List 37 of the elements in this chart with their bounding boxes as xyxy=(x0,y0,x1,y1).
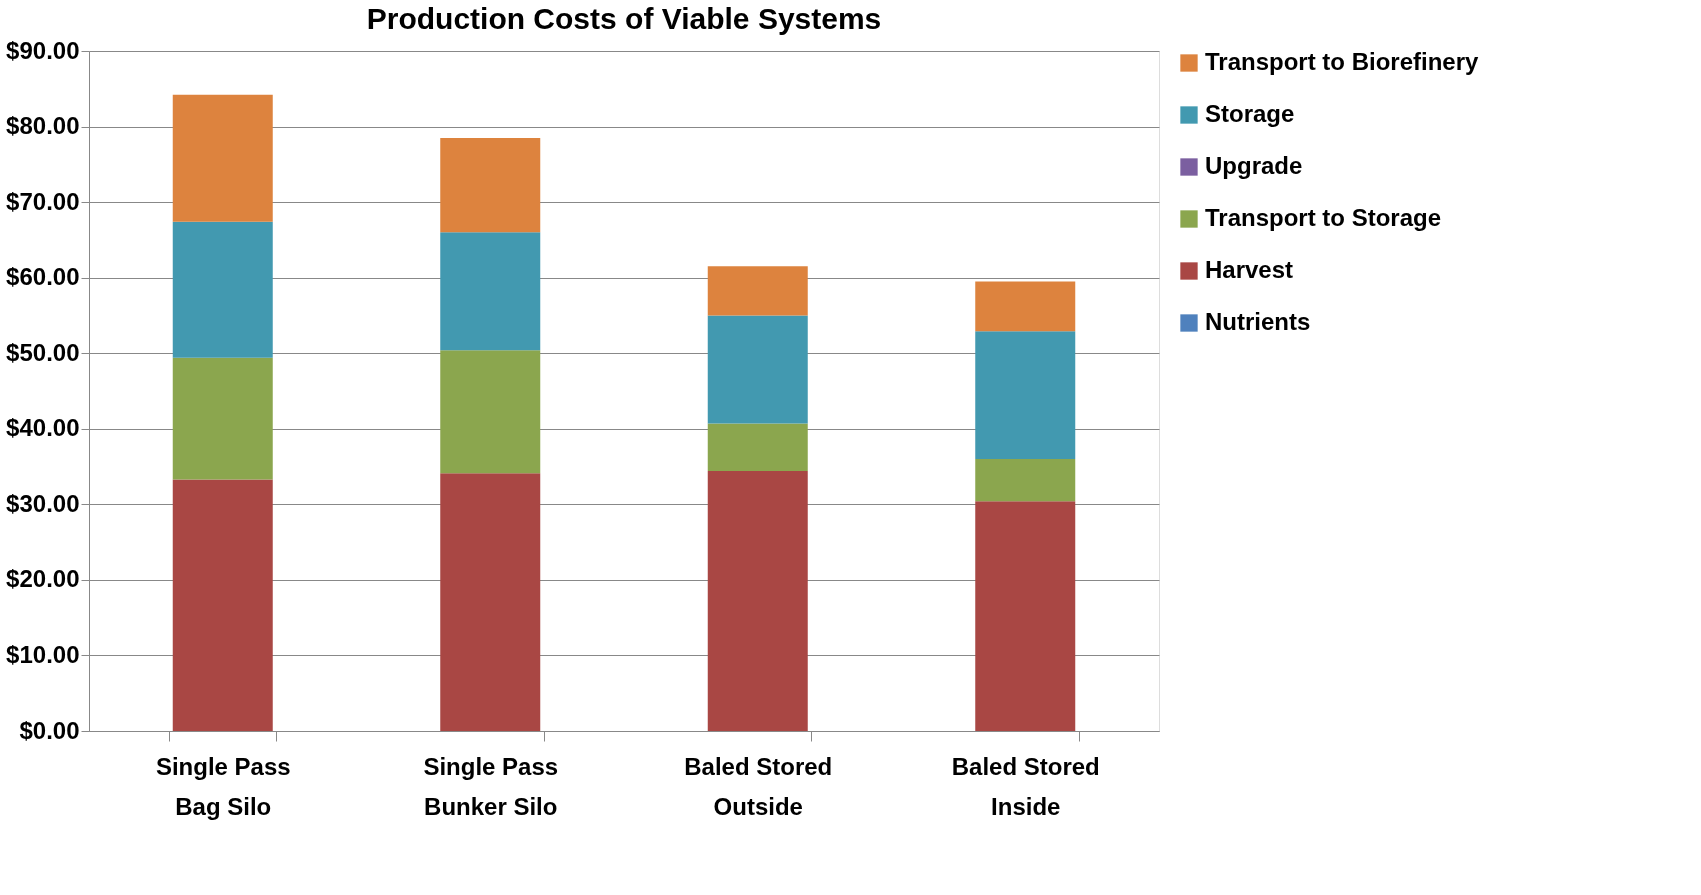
y-tick-label: $80.00 xyxy=(6,112,80,140)
legend-label: Transport to Storage xyxy=(1205,204,1442,231)
legend-label: Storage xyxy=(1205,100,1295,127)
bar xyxy=(172,357,273,480)
legend-label: Transport to Biorefinery xyxy=(1205,48,1480,75)
x-tick-label: Baled Stored Inside xyxy=(951,752,1100,820)
legend-label: Nutrients xyxy=(1205,308,1311,335)
y-tick-label: $30.00 xyxy=(6,489,80,517)
chart-title: Production Costs of Viable Systems xyxy=(366,2,882,35)
bar xyxy=(707,315,808,424)
bar xyxy=(172,479,273,731)
legend-label: Harvest xyxy=(1205,256,1294,283)
bar xyxy=(440,137,541,233)
y-tick-label: $90.00 xyxy=(6,36,80,64)
bar xyxy=(172,94,273,222)
bar xyxy=(440,473,541,731)
bar xyxy=(975,501,1076,731)
bar xyxy=(440,350,541,474)
y-tick-label: $60.00 xyxy=(6,263,80,291)
y-tick-label: $50.00 xyxy=(6,338,80,366)
bar xyxy=(707,471,808,731)
bar xyxy=(440,232,541,351)
y-tick-label: $40.00 xyxy=(6,414,80,442)
x-tick-label: Single Pass Bunker Silo xyxy=(423,752,559,820)
x-tick-label: Baled Stored Outside xyxy=(684,752,833,820)
bar xyxy=(707,423,808,472)
bar xyxy=(172,221,273,358)
bar xyxy=(975,331,1076,459)
y-tick-label: $0.00 xyxy=(19,716,80,744)
y-tick-label: $70.00 xyxy=(6,187,80,215)
bar xyxy=(975,281,1076,332)
bar xyxy=(707,266,808,316)
x-tick-label: Single Pass Bag Silo xyxy=(155,752,291,820)
y-tick-label: $20.00 xyxy=(6,565,80,593)
y-tick-label: $10.00 xyxy=(6,640,80,668)
legend-label: Upgrade xyxy=(1205,152,1303,179)
bar xyxy=(975,459,1076,502)
